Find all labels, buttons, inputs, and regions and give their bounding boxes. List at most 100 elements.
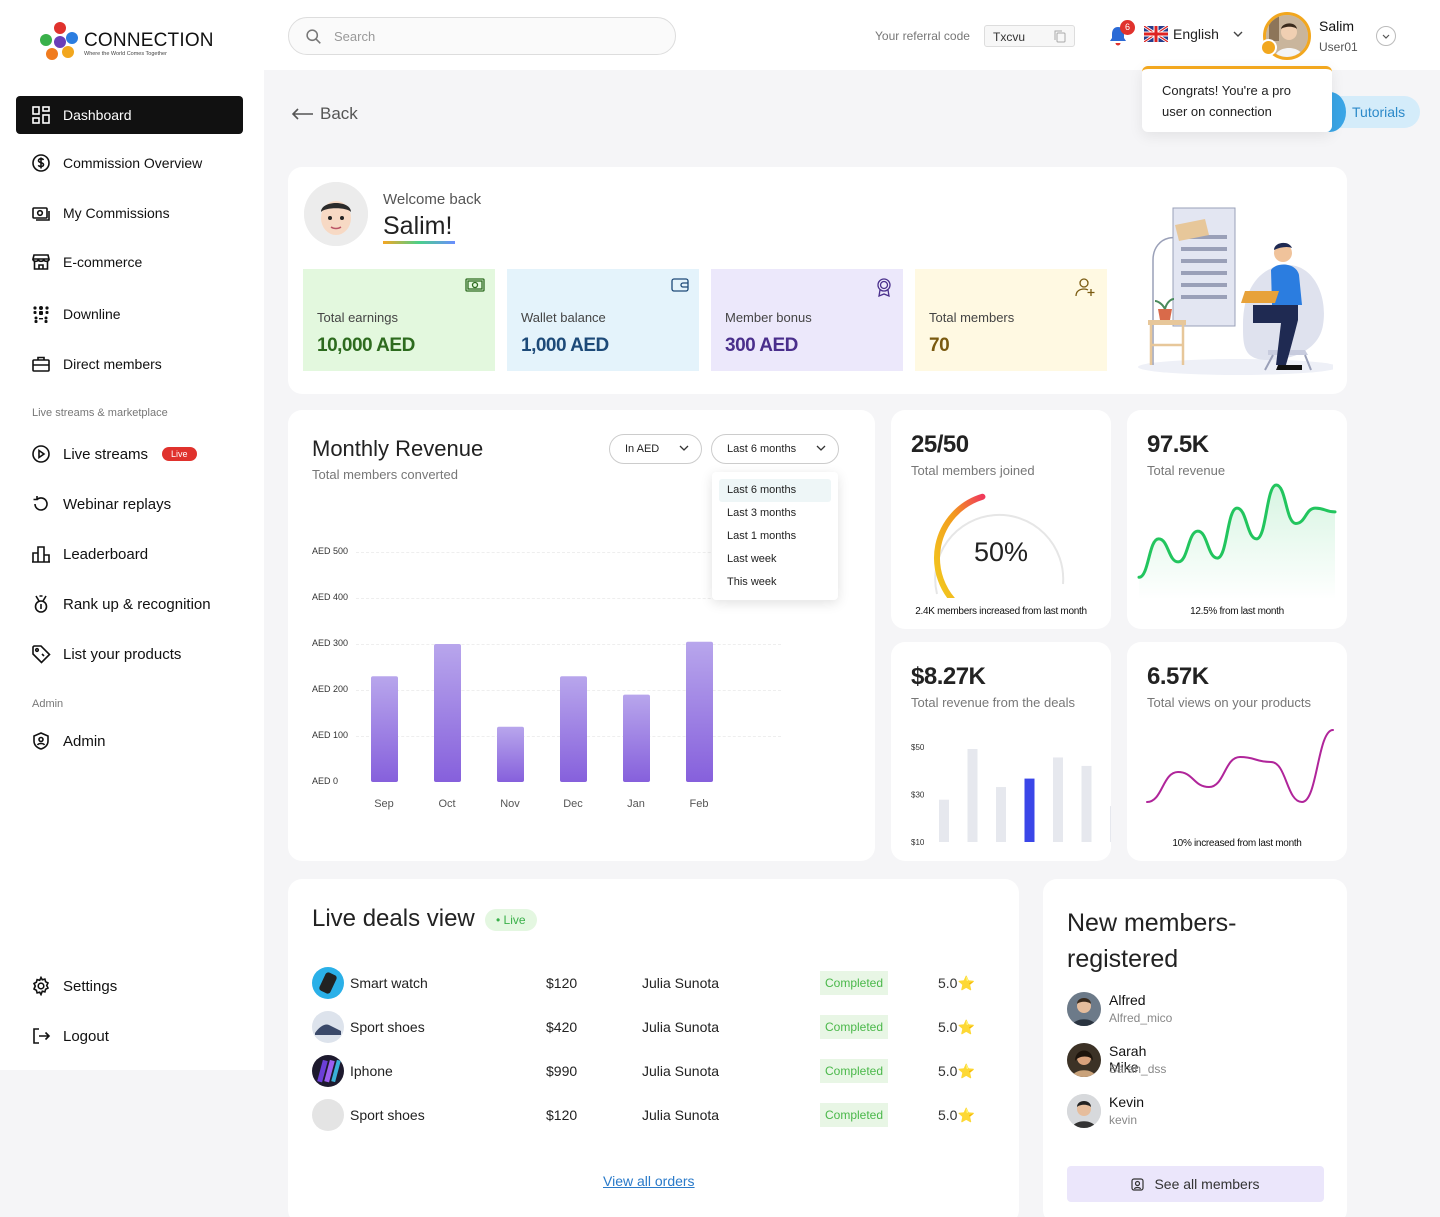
brand-logo[interactable]: CONNECTION Where the World Comes Togethe… <box>40 22 214 64</box>
deals-title: Live deals view <box>312 905 475 932</box>
deal-rating: 5.0⭐ <box>938 1063 975 1080</box>
revenue-bar[interactable] <box>623 694 650 782</box>
deal-rating: 5.0⭐ <box>938 1019 975 1036</box>
user-id: User01 <box>1319 40 1358 54</box>
sidebar-item-label: Leaderboard <box>63 545 149 563</box>
welcome-card: Welcome back Salim! Total earnings 10,00… <box>288 167 1347 394</box>
deals-bar[interactable] <box>1081 765 1092 842</box>
user-add-icon <box>1075 278 1095 297</box>
sidebar-item-leaderboard[interactable]: Leaderboard <box>16 535 243 573</box>
sidebar-item-logout[interactable]: Logout <box>16 1017 243 1055</box>
member-name: Kevin <box>1109 1094 1145 1110</box>
welcome-name: Salim! <box>383 212 453 240</box>
kpi-label: Total revenue from the deals <box>911 695 1076 710</box>
member-username: Alfred_mico <box>1109 1011 1173 1025</box>
dashboard-grid-icon <box>31 105 51 125</box>
sidebar-item-downline[interactable]: Downline <box>16 295 243 333</box>
placeholder-thumbnail <box>312 1099 344 1131</box>
status-badge: Completed <box>820 971 889 995</box>
kpi-deals-revenue-card: $8.27K Total revenue from the deals $50 $… <box>891 642 1111 861</box>
deals-bar[interactable] <box>939 799 949 842</box>
sidebar-item-commission-overview[interactable]: Commission Overview <box>16 144 243 182</box>
revenue-bar[interactable] <box>371 676 398 782</box>
grid-line <box>356 598 781 599</box>
table-row[interactable]: Iphone $990 Julia Sunota Completed 5.0⭐ <box>312 1055 992 1089</box>
store-icon <box>31 252 51 272</box>
currency-select[interactable]: In AED <box>609 434 702 464</box>
period-option[interactable]: Last 6 months <box>719 479 831 502</box>
chevron-down-icon <box>816 445 826 451</box>
sidebar-item-admin[interactable]: Admin <box>16 722 243 760</box>
period-option[interactable]: Last 3 months <box>727 507 797 519</box>
deals-bar[interactable] <box>1024 778 1035 842</box>
period-option[interactable]: Last week <box>727 553 777 565</box>
arrow-left-icon <box>292 108 313 120</box>
sidebar-item-settings[interactable]: Settings <box>16 967 243 1005</box>
copy-icon[interactable] <box>1054 30 1066 43</box>
sidebar-item-list-products[interactable]: List your products <box>16 635 243 673</box>
kpi-value: 97.5K <box>1147 431 1209 458</box>
sidebar-item-rank-up[interactable]: Rank up & recognition <box>16 585 243 623</box>
user-square-icon <box>1131 1177 1145 1191</box>
table-row[interactable]: Sport shoes $120 Julia Sunota Completed … <box>312 1099 992 1133</box>
view-all-orders-link[interactable]: View all orders <box>603 1173 695 1189</box>
sidebar-item-dashboard[interactable]: Dashboard <box>16 96 243 134</box>
workspace-illustration <box>1138 207 1333 375</box>
top-bar: Search Your referral code Txcvu 6 Englis… <box>264 0 1440 70</box>
sidebar-item-my-commissions[interactable]: My Commissions <box>16 194 243 232</box>
tag-icon <box>31 644 51 664</box>
stat-label: Total members <box>929 310 1015 325</box>
back-button[interactable]: Back <box>292 104 358 124</box>
wallet-icon <box>671 278 689 292</box>
x-tick-label: Nov <box>500 798 520 810</box>
period-option[interactable]: This week <box>727 576 777 588</box>
live-deals-card: Live deals view • Live Smart watch $120 … <box>288 879 1019 1217</box>
deal-rating: 5.0⭐ <box>938 975 975 992</box>
period-option[interactable]: Last 1 months <box>727 530 797 542</box>
cash-icon <box>31 203 51 223</box>
table-row[interactable]: Smart watch $120 Julia Sunota Completed … <box>312 967 992 1001</box>
star-icon: ⭐ <box>957 1063 975 1079</box>
deal-product: Sport shoes <box>350 1107 425 1123</box>
congrats-tooltip: Congrats! You're a pro user on connectio… <box>1142 66 1332 132</box>
sidebar-item-live-streams[interactable]: Live streams Live <box>16 435 243 473</box>
sidebar-item-e-commerce[interactable]: E-commerce <box>16 243 243 281</box>
table-row[interactable]: Sport shoes $420 Julia Sunota Completed … <box>312 1011 992 1045</box>
stat-value: 10,000 AED <box>317 335 415 356</box>
deals-bar[interactable] <box>967 749 978 842</box>
deals-bar[interactable] <box>1110 806 1111 842</box>
see-all-members-button[interactable]: See all members <box>1067 1166 1324 1202</box>
gauge-percent: 50% <box>973 537 1029 567</box>
progress-gauge <box>934 493 1065 598</box>
deal-buyer: Julia Sunota <box>642 1063 720 1079</box>
kpi-members-joined-card: 25/50 Total members joined 50% 2.4K memb… <box>891 410 1111 629</box>
y-tick-label: AED 0 <box>312 776 339 786</box>
language-selector[interactable]: English <box>1144 26 1243 42</box>
status-badge: Completed <box>820 1103 889 1127</box>
stat-total-earnings: Total earnings 10,000 AED <box>303 269 495 371</box>
stat-value: 70 <box>929 335 950 356</box>
user-menu-button[interactable] <box>1376 26 1396 46</box>
x-tick-label: Jan <box>627 798 645 810</box>
revenue-bar[interactable] <box>434 644 461 782</box>
avatar <box>1067 1043 1101 1077</box>
language-label: English <box>1173 26 1219 42</box>
sidebar-item-direct-members[interactable]: Direct members <box>16 345 243 383</box>
revenue-bar[interactable] <box>686 641 713 782</box>
deals-bar[interactable] <box>996 787 1006 842</box>
search-input[interactable]: Search <box>288 17 676 55</box>
y-tick-label: $50 <box>911 743 925 752</box>
sidebar-item-label: Admin <box>63 732 106 750</box>
period-select[interactable]: Last 6 months <box>711 434 839 464</box>
brand-tagline: Where the World Comes Together <box>84 50 167 57</box>
referral-code-field[interactable]: Txcvu <box>984 25 1075 47</box>
deals-bar[interactable] <box>1053 757 1063 842</box>
revenue-bar[interactable] <box>497 726 524 782</box>
period-select-value: Last 6 months <box>727 443 797 455</box>
deal-buyer: Julia Sunota <box>642 1107 720 1123</box>
deal-price: $990 <box>546 1063 578 1079</box>
sidebar-item-webinar-replays[interactable]: Webinar replays <box>16 485 243 523</box>
y-tick-label: AED 400 <box>312 592 349 602</box>
revenue-bar[interactable] <box>560 676 587 782</box>
play-circle-icon <box>31 444 51 464</box>
